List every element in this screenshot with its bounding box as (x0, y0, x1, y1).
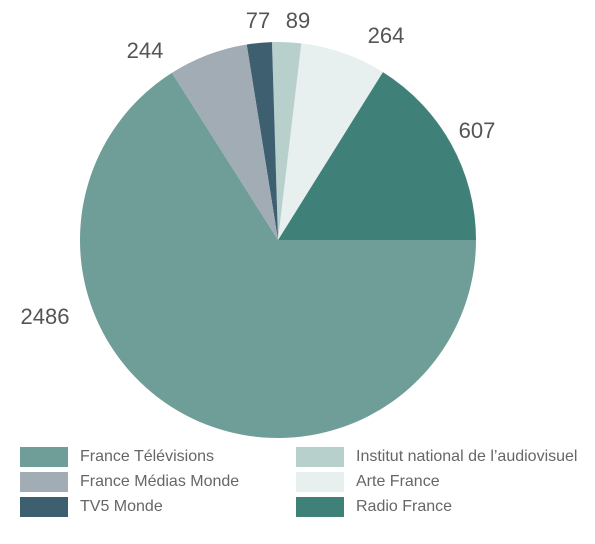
legend-swatch (296, 447, 344, 467)
data-label: 2486 (21, 304, 70, 329)
data-label: 244 (127, 38, 164, 63)
data-label: 264 (368, 23, 405, 48)
legend-swatch (20, 497, 68, 517)
pie-slice (278, 43, 383, 240)
legend-label: Institut national de l’audiovisuel (356, 448, 577, 465)
data-label: 77 (246, 8, 270, 33)
legend-swatch (20, 447, 68, 467)
legend-label: Arte France (356, 473, 440, 490)
data-label: 89 (286, 8, 310, 33)
pie-slice (171, 44, 278, 240)
pie-slice (271, 41, 302, 240)
legend-label: Radio France (356, 498, 452, 515)
legend-label: France Télévisions (80, 448, 214, 465)
legend-label: TV5 Monde (80, 498, 163, 515)
legend-label: France Médias Monde (80, 473, 239, 490)
pie-slice (246, 42, 278, 240)
legend-swatch (296, 472, 344, 492)
pie-slice (278, 72, 476, 241)
legend-swatch (296, 497, 344, 517)
pie-slice (79, 72, 476, 439)
data-label: 607 (459, 118, 496, 143)
legend-swatch (20, 472, 68, 492)
